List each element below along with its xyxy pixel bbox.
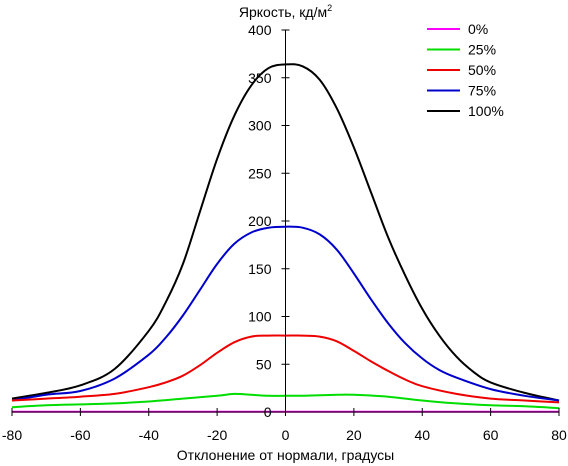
- x-tick-label: 20: [346, 427, 362, 443]
- legend-label: 25%: [468, 42, 496, 58]
- x-tick-label: 80: [551, 427, 567, 443]
- y-tick-label: 50: [256, 356, 272, 372]
- y-ticks: 0 50 100 150 200 250 300 350 400: [248, 22, 290, 420]
- x-tick-label: -40: [139, 427, 159, 443]
- x-tick-label: 40: [414, 427, 430, 443]
- y-tick-label: 100: [248, 309, 272, 325]
- x-ticks: -80 -60 -40 -20 0 20 40 60 80: [2, 408, 567, 443]
- series-line-75pct: [11, 225, 560, 402]
- legend-label: 50%: [468, 62, 496, 78]
- y-tick-label: 400: [248, 22, 272, 38]
- legend-label: 75%: [468, 83, 496, 99]
- legend-label: 100%: [468, 103, 504, 119]
- x-tick-label: -20: [207, 427, 227, 443]
- y-tick-label: 150: [248, 261, 272, 277]
- y-tick-label: 300: [248, 118, 272, 134]
- legend-label: 0%: [468, 21, 488, 37]
- y-axis-title: Яркость, кд/м2: [239, 3, 332, 20]
- y-tick-label: 250: [248, 165, 272, 181]
- x-tick-label: 0: [282, 427, 290, 443]
- y-tick-label: 200: [248, 213, 272, 229]
- x-axis-title: Отклонение от нормали, градусы: [177, 447, 394, 463]
- x-tick-label: -60: [70, 427, 90, 443]
- series-line-100pct: [11, 63, 560, 402]
- y-tick-label: 350: [248, 70, 272, 86]
- x-tick-label: 60: [483, 427, 499, 443]
- x-tick-label: -80: [2, 427, 22, 443]
- y-axis-title-main: Яркость, кд/м: [239, 4, 327, 20]
- y-tick-label: 0: [264, 404, 272, 420]
- legend: 0% 25% 50% 75% 100%: [427, 21, 504, 119]
- y-axis-title-superscript: 2: [327, 3, 332, 13]
